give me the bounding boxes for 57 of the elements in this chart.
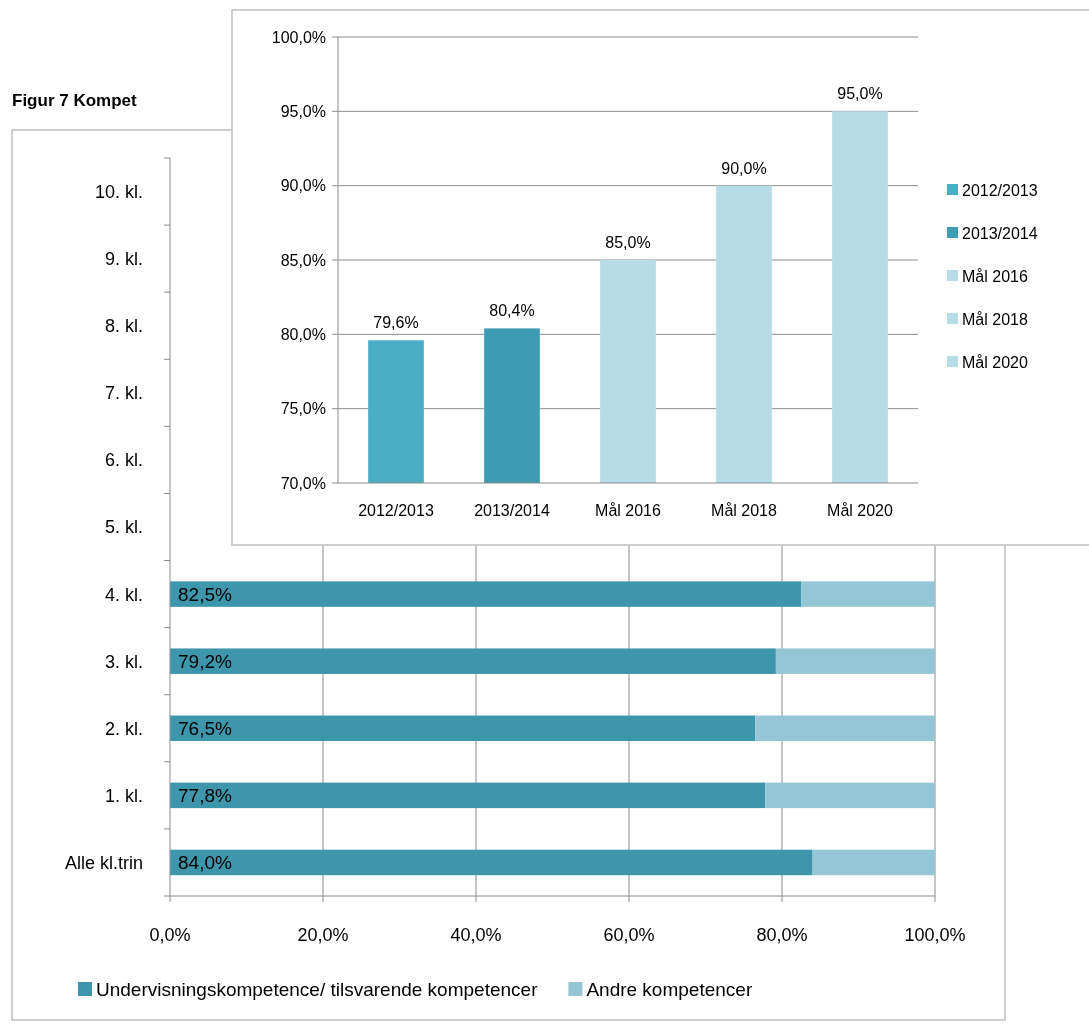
- x-tick-label: Mål 2020: [827, 502, 894, 519]
- y-tick-label: 4. kl.: [104, 584, 143, 605]
- y-tick-label: 1. kl.: [104, 785, 143, 806]
- y-tick-label: 95,0%: [280, 103, 326, 121]
- y-tick-label: 10. kl.: [94, 182, 143, 203]
- data-label: 79,2%: [178, 651, 232, 673]
- bar: [812, 849, 935, 876]
- y-tick-label: 9. kl.: [104, 249, 143, 270]
- data-label: 84,0%: [178, 852, 232, 874]
- data-label: 80,4%: [489, 302, 535, 320]
- bar: [755, 715, 935, 742]
- y-tick-label: 70,0%: [280, 474, 326, 492]
- x-tick-label: 100,0%: [904, 925, 966, 945]
- data-label: 95,0%: [837, 85, 883, 103]
- y-tick-label: 8. kl.: [104, 316, 143, 337]
- x-tick-label: 2012/2013: [358, 502, 434, 519]
- legend-label: Mål 2020: [962, 353, 1028, 371]
- y-tick-label: 90,0%: [280, 177, 326, 195]
- y-tick-label: 6. kl.: [104, 450, 143, 471]
- data-label: 76,5%: [178, 718, 232, 740]
- bar: [801, 581, 935, 607]
- data-label: 82,5%: [178, 583, 232, 605]
- data-label: 90,0%: [721, 159, 767, 177]
- x-tick-label: 2013/2014: [474, 502, 550, 519]
- x-tick-label: 0,0%: [149, 925, 191, 945]
- y-tick-label: 5. kl.: [104, 517, 143, 538]
- bar: [170, 782, 766, 809]
- legend-label: Mål 2018: [962, 310, 1028, 328]
- y-tick-label: Alle kl.trin: [64, 852, 143, 873]
- legend-label: Mål 2016: [962, 267, 1028, 285]
- y-tick-label: 85,0%: [280, 251, 326, 269]
- bar: [775, 648, 935, 674]
- x-tick-label: 80,0%: [756, 925, 808, 945]
- y-tick-label: 75,0%: [280, 400, 326, 418]
- x-tick-label: 40,0%: [450, 925, 502, 945]
- y-tick-label: 3. kl.: [104, 651, 143, 672]
- x-tick-label: Mål 2016: [595, 502, 662, 519]
- legend-label: 2012/2013: [962, 181, 1038, 199]
- legend-label: Undervisningskompetence/ tilsvarende kompetencer: [96, 978, 539, 1000]
- data-label: 77,8%: [178, 785, 232, 807]
- y-tick-label: 100,0%: [271, 28, 326, 46]
- bar: [765, 782, 935, 809]
- data-label: 85,0%: [605, 234, 651, 251]
- legend-label: Andre kompetencer: [586, 978, 753, 1000]
- bar: [170, 849, 813, 876]
- bar: [170, 715, 756, 742]
- bar: [170, 581, 802, 607]
- x-tick-label: 60,0%: [603, 925, 655, 945]
- y-tick-label: 7. kl.: [104, 383, 143, 404]
- chart-title: Figur 7 Kompet: [12, 91, 138, 110]
- legend-label: 2013/2014: [962, 224, 1038, 242]
- x-tick-label: Mål 2018: [711, 502, 778, 519]
- bar: [170, 648, 776, 674]
- y-tick-label: 80,0%: [280, 326, 326, 344]
- y-tick-label: 2. kl.: [104, 718, 143, 739]
- x-tick-label: 20,0%: [297, 925, 349, 945]
- data-label: 79,6%: [373, 314, 419, 332]
